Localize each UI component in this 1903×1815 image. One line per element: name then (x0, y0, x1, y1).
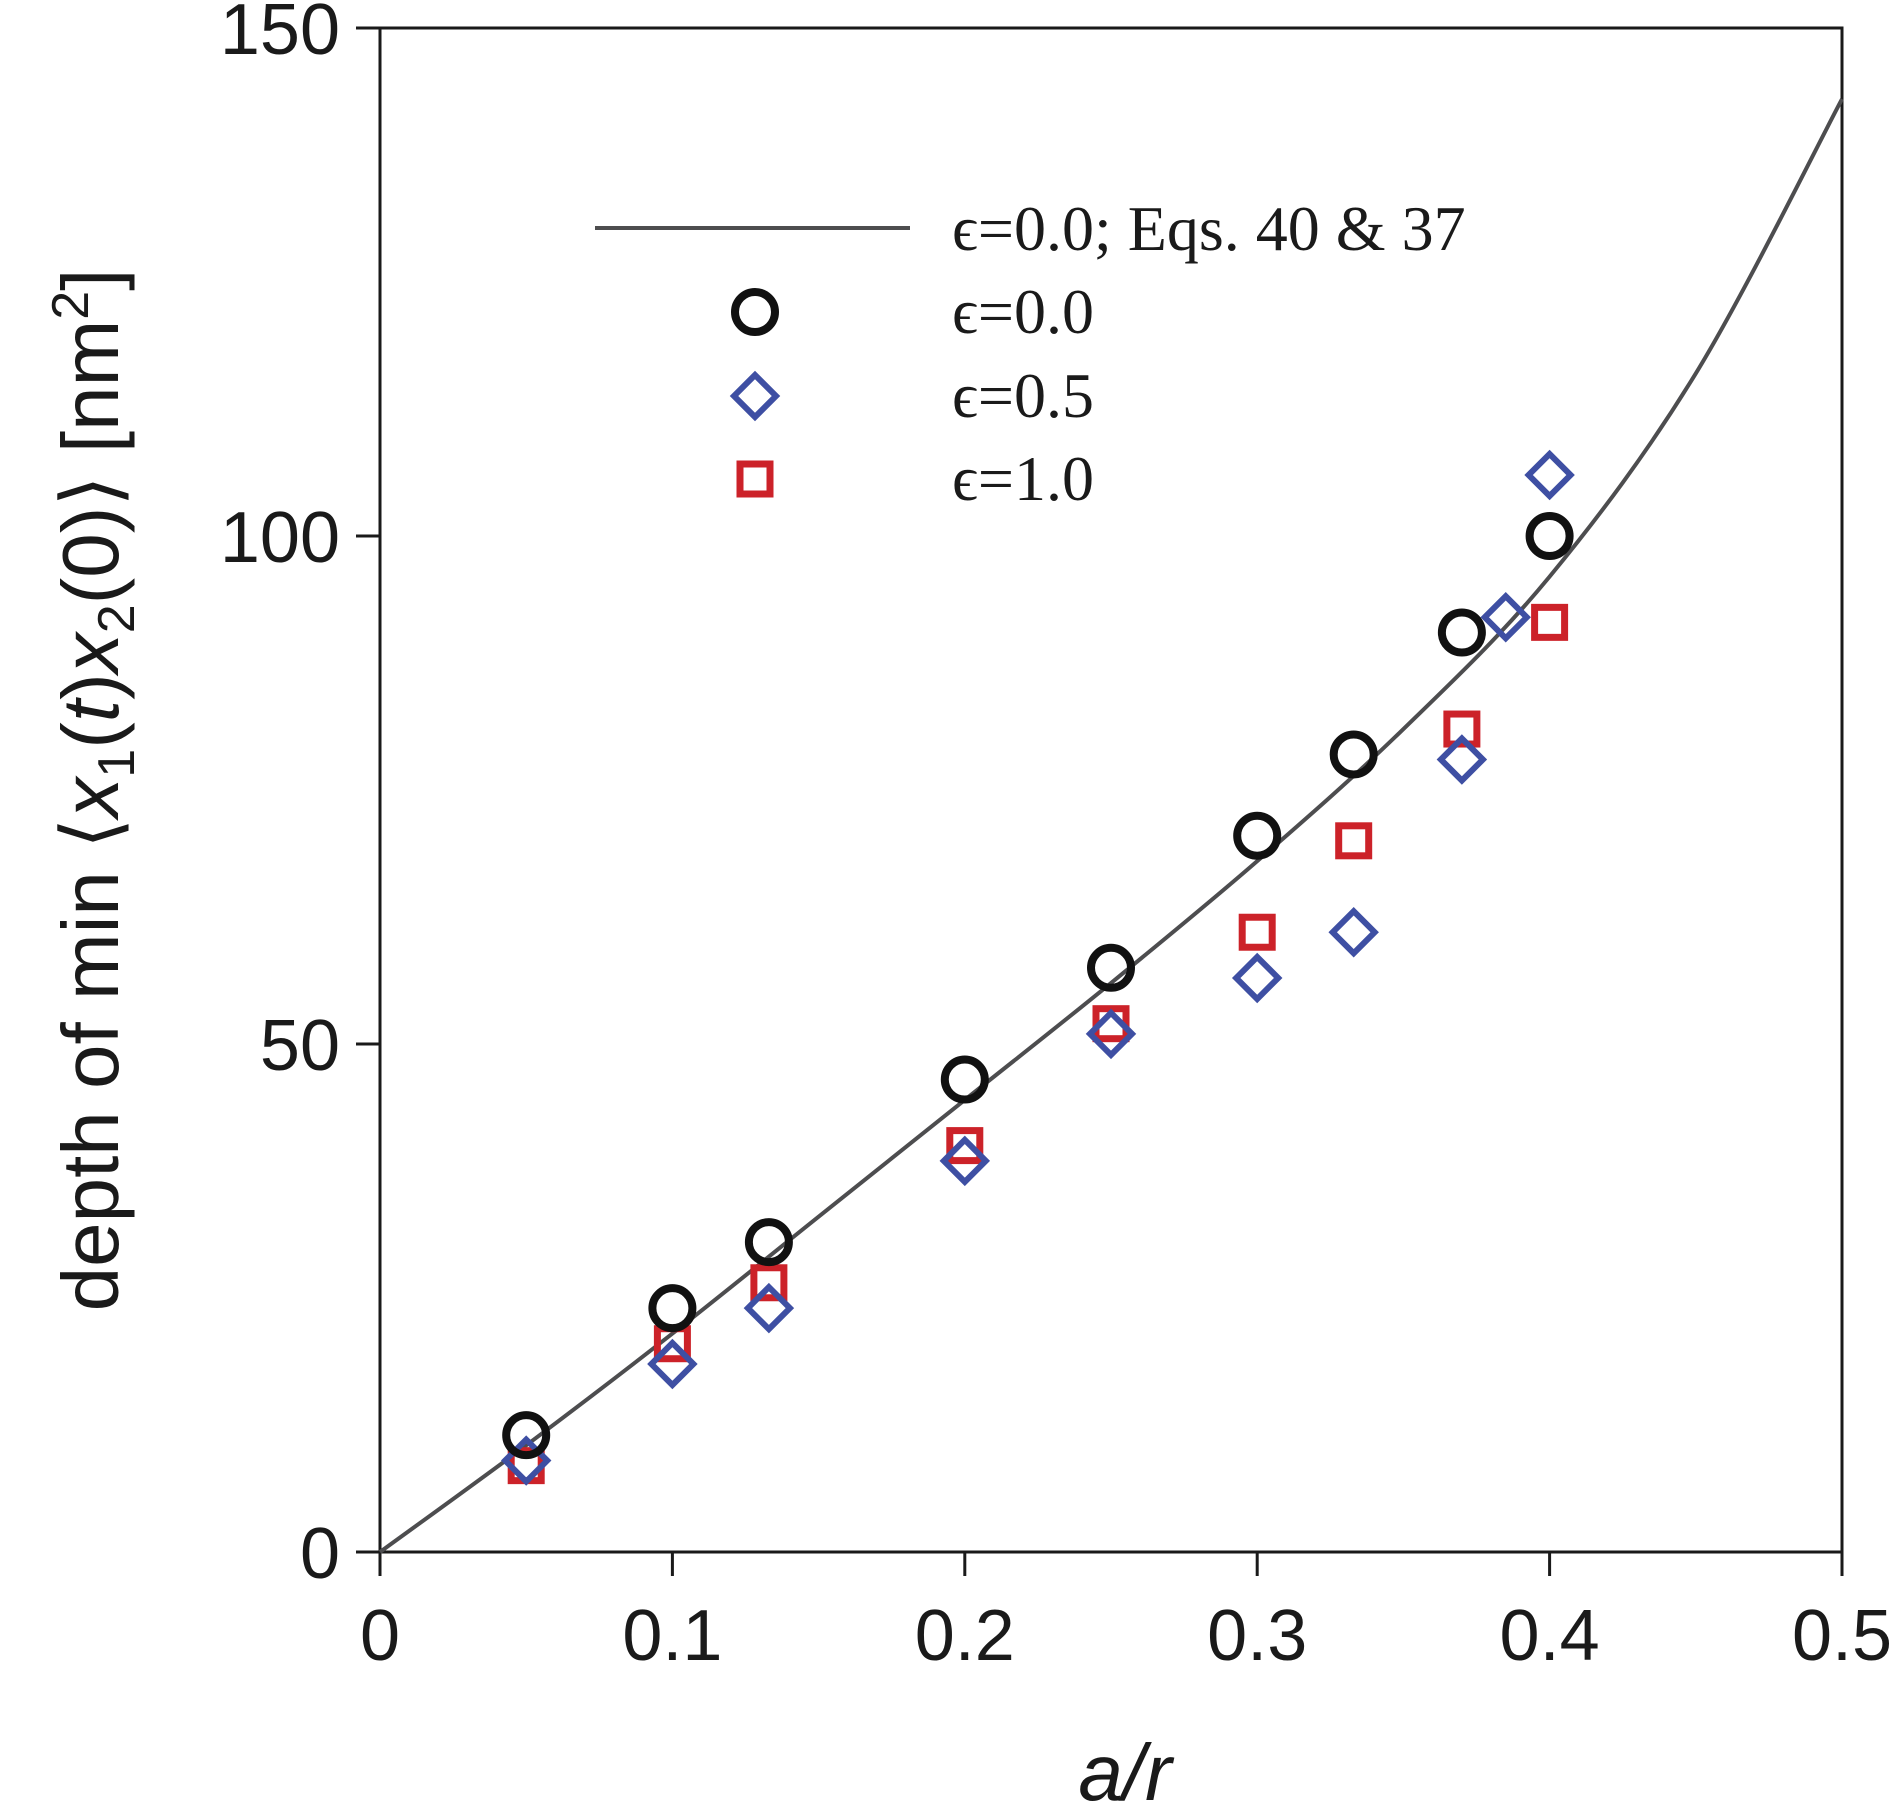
y-tick-label: 0 (300, 1514, 340, 1594)
legend-label-line: ϵ=0.0; Eqs. 40 & 37 (952, 193, 1466, 264)
x-axis-title: a/r (1078, 1728, 1175, 1815)
legend-label-eps00: ϵ=0.0 (952, 276, 1094, 347)
y-tick-label: 100 (220, 498, 340, 578)
data-point-circle (940, 1055, 989, 1104)
y-axis-title: depth of min ⟨x1(t)x2(0)⟩ [nm2] (42, 269, 146, 1312)
theory-line (378, 98, 1844, 1554)
data-point-circle (1087, 943, 1135, 992)
x-axis: 0 0.1 0.2 0.3 0.4 0.5 (360, 1552, 1892, 1676)
y-tick-label: 50 (260, 1006, 340, 1086)
x-tick-label: 0.4 (1500, 1596, 1600, 1676)
data-point-circle (744, 1218, 793, 1267)
data-point-circle (1233, 811, 1282, 860)
data-point-diamond (939, 1135, 991, 1187)
data-point-diamond (1480, 592, 1531, 643)
x-tick-label: 0 (360, 1596, 400, 1676)
data-point-circle (1525, 512, 1574, 560)
legend-label-eps05: ϵ=0.5 (952, 360, 1094, 431)
legend-marker-square (736, 460, 774, 498)
legend-markers (729, 288, 781, 498)
data-point-circle (502, 1411, 551, 1460)
data-point-circle (1329, 730, 1378, 779)
data-point-square (1531, 603, 1569, 641)
x-tick-label: 0.5 (1792, 1596, 1892, 1676)
data-point-square (1335, 822, 1373, 860)
legend-marker-diamond (729, 370, 781, 422)
x-tick-label: 0.2 (915, 1596, 1015, 1676)
legend-label-eps10: ϵ=1.0 (952, 443, 1094, 514)
legend-marker-circle (731, 288, 779, 336)
data-point-square (946, 1127, 984, 1165)
y-axis-title-exp: 2 (42, 291, 100, 320)
data-markers (500, 449, 1575, 1486)
data-point-circle (648, 1284, 697, 1333)
data-point-diamond (1436, 734, 1488, 785)
data-point-diamond (743, 1282, 795, 1334)
data-point-circle (1437, 608, 1486, 657)
data-point-diamond (647, 1338, 698, 1390)
data-point-square (1443, 710, 1481, 748)
y-axis: 0 50 100 150 (220, 0, 380, 1594)
x-tick-label: 0.3 (1207, 1596, 1307, 1676)
y-axis-title-prefix: depth of min (46, 849, 135, 1312)
legend: ϵ=0.0; Eqs. 40 & 37 ϵ=0.0 ϵ=0.5 ϵ=1.0 (595, 193, 1466, 514)
y-axis-title-sub1: 1 (88, 749, 146, 778)
data-point-square (1238, 913, 1276, 951)
data-point-diamond (1328, 906, 1379, 958)
y-axis-title-t: t (46, 697, 135, 722)
x-tick-label: 0.1 (622, 1596, 722, 1676)
y-axis-title-sub2: 2 (88, 604, 146, 633)
y-tick-label: 150 (220, 0, 340, 70)
data-point-diamond (1231, 952, 1283, 1004)
data-point-diamond (1524, 449, 1575, 501)
y-axis-title-unit: nm (46, 320, 135, 431)
data-point-diamond (1085, 1008, 1137, 1060)
plot-frame (378, 26, 1844, 1554)
data-point-square (750, 1264, 788, 1302)
